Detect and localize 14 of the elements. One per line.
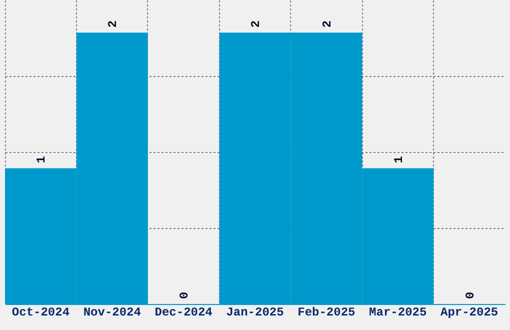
data-label: 2	[249, 20, 263, 28]
x-tick-label: Mar-2025	[369, 306, 427, 320]
x-tick-label: Dec-2024	[154, 306, 212, 320]
data-label: 2	[106, 20, 120, 28]
data-label: 1	[34, 156, 49, 164]
x-tick-label: Nov-2024	[83, 306, 141, 320]
data-label: 0	[178, 292, 192, 299]
x-tick-label: Apr-2025	[440, 306, 498, 320]
data-label: 0	[463, 292, 478, 299]
data-label: 1	[392, 156, 406, 164]
data-label: 2	[320, 20, 334, 28]
x-tick-label: Jan-2025	[226, 306, 284, 320]
x-tick-label: Feb-2025	[298, 306, 356, 320]
x-tick-label: Oct-2024	[12, 306, 70, 320]
